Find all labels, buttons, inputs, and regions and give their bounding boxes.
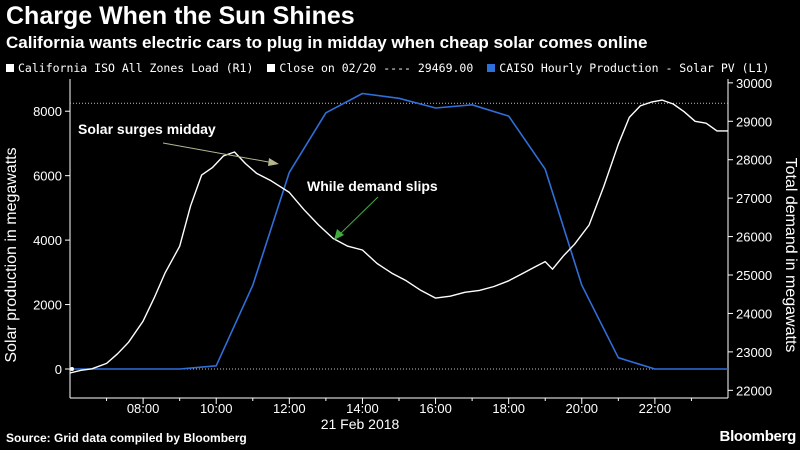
series-group (69, 92, 728, 374)
legend-item-solar: CAISO Hourly Production - Solar PV (L1) (487, 61, 769, 75)
right-tick-label: 27000 (736, 191, 772, 206)
legend-item-load: California ISO All Zones Load (R1) (6, 61, 253, 75)
left-tick-label: 4000 (33, 233, 62, 248)
legend-label-close: Close on 02/20 ---- 29469.00 (279, 61, 474, 75)
x-axis-label: 21 Feb 2018 (321, 416, 400, 432)
x-tick-label: 10:00 (200, 401, 233, 416)
left-tick-label: 2000 (33, 298, 62, 313)
series-start-marker (70, 367, 74, 371)
right-tick-label: 24000 (736, 306, 772, 321)
right-tick-label: 22000 (736, 383, 772, 398)
legend-swatch-load (6, 64, 14, 72)
left-tick-label: 0 (55, 362, 62, 377)
right-tick-label: 25000 (736, 268, 772, 283)
annotation-arrowhead-demand (334, 229, 344, 240)
x-tick-label: 12:00 (273, 401, 306, 416)
right-tick-label: 29000 (736, 114, 772, 129)
left-tick-label: 6000 (33, 169, 62, 184)
x-tick-label: 20:00 (566, 401, 599, 416)
x-tick-label: 22:00 (639, 401, 672, 416)
right-tick-label: 30000 (736, 76, 772, 91)
legend-label-load: California ISO All Zones Load (R1) (18, 61, 254, 75)
legend-label-solar: CAISO Hourly Production - Solar PV (L1) (499, 61, 770, 75)
right-tick-label: 26000 (736, 230, 772, 245)
annotation-arrow-solar (162, 142, 275, 164)
legend-swatch-solar (487, 64, 496, 72)
right-tick-label: 28000 (736, 153, 772, 168)
brand-logo: Bloomberg (719, 428, 797, 445)
x-tick-label: 16:00 (419, 401, 452, 416)
legend-swatch-close (267, 64, 276, 72)
x-tick-label: 08:00 (127, 401, 160, 416)
chart-subtitle: California wants electric cars to plug i… (6, 33, 648, 52)
reference-lines (70, 102, 728, 370)
annotation-arrowhead-solar (268, 158, 279, 166)
legend: California ISO All Zones Load (R1) Close… (6, 61, 769, 75)
x-tick-label: 18:00 (492, 401, 525, 416)
x-tick-label: 14:00 (346, 401, 379, 416)
left-tick-label: 8000 (33, 104, 62, 119)
axes: 08:00 10:00 12:00 14:00 16:00 18:00 20:00 22:00… (33, 76, 772, 416)
legend-item-close: Close on 02/20 ---- 29469.00 (267, 61, 473, 75)
right-axis-label: Total demand in megawatts (782, 158, 799, 353)
source-note: Source: Grid data compiled by Bloomberg (6, 431, 247, 445)
annotation-solar-surges: Solar surges midday (78, 121, 216, 137)
chart-title: Charge When the Sun Shines (6, 2, 355, 30)
annotation-demand-slips: While demand slips (307, 178, 438, 194)
right-tick-label: 23000 (736, 345, 772, 360)
left-axis-label: Solar production in megawatts (3, 147, 20, 362)
annotation-arrow-demand (337, 196, 379, 237)
series-line-solar (70, 92, 728, 370)
series-line-load (69, 99, 728, 374)
annotations: Solar surges midday While demand slips (78, 121, 438, 240)
